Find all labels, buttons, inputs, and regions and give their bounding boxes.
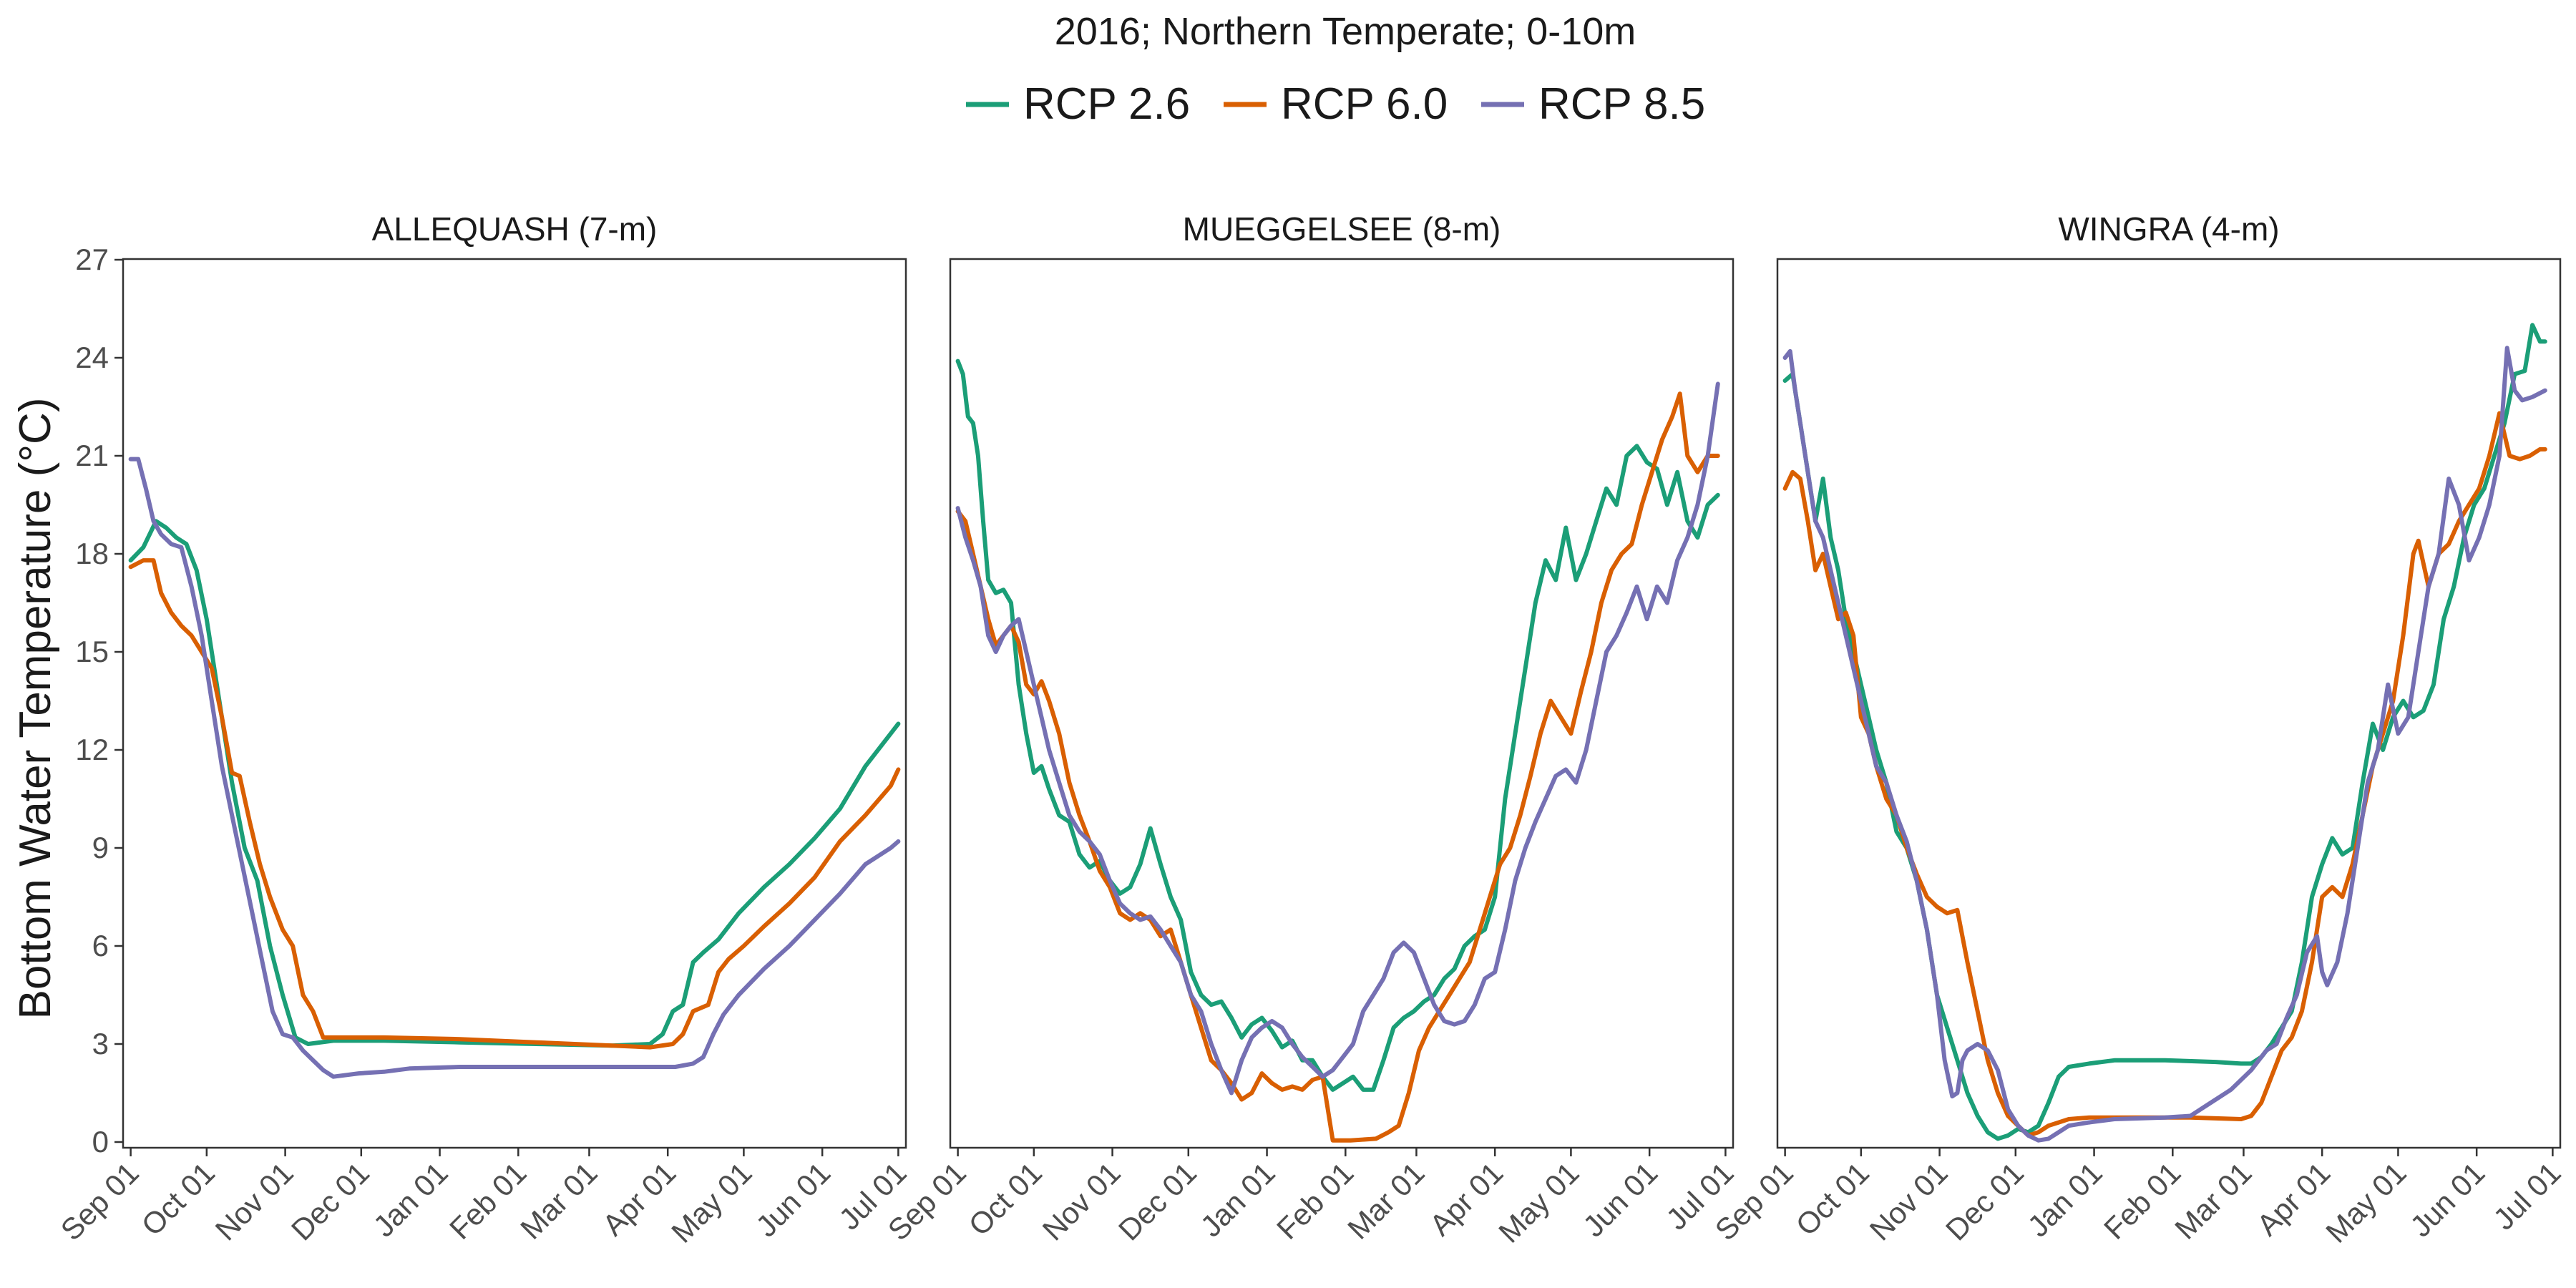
y-tick-label: 27 [75,243,109,276]
panel-frame [1776,258,2562,1149]
y-tick-label: 21 [75,439,109,472]
panel-title: ALLEQUASH (7-m) [372,210,658,248]
x-tick-label: Feb 01 [1270,1156,1360,1246]
panel: ALLEQUASH (7-m) 0 3 6 9 12 15 18 21 24 27 Sep 01Oct… [54,210,913,1249]
panel-frame [949,258,1735,1149]
legend-item: RCP 8.5 [1481,79,1705,129]
x-tick-label: Jul 01 [2487,1156,2567,1236]
y-tick-label: 6 [92,929,109,962]
legend-label: RCP 6.0 [1281,79,1448,129]
x-tick-label: Jan 01 [2021,1156,2109,1243]
x-tick-label: Oct 01 [135,1156,221,1242]
x-tick-label: Oct 01 [962,1156,1048,1242]
chart-title: 2016; Northern Temperate; 0-10m [1055,10,1636,53]
x-tick-label: Nov 01 [1863,1156,1954,1246]
x-tick-label: May 01 [1492,1156,1586,1249]
y-tick-label: 9 [92,831,109,864]
x-tick-label: Jun 01 [749,1156,836,1243]
x-tick-label: Dec 01 [1112,1156,1203,1246]
x-tick-label: May 01 [2319,1156,2413,1249]
y-tick-label: 0 [92,1125,109,1158]
x-tick-label: Dec 01 [285,1156,376,1246]
panel-frame [122,258,907,1149]
series-line [128,558,901,1050]
series-line [955,381,1720,1096]
legend-label: RCP 8.5 [1538,79,1705,129]
x-tick-label: Mar 01 [2168,1156,2258,1246]
legend-item: RCP 6.0 [1224,79,1448,129]
legend: RCP 2.6 RCP 6.0 RCP 8.5 [966,79,1705,129]
panel-title: WINGRA (4-m) [2058,210,2279,248]
panel-title: MUEGGELSEE (8-m) [1183,210,1501,248]
series-line [1782,323,2547,1141]
legend-item: RCP 2.6 [966,79,1190,129]
x-tick-label: Feb 01 [443,1156,533,1246]
x-tick-label: Nov 01 [209,1156,300,1246]
legend-label: RCP 2.6 [1023,79,1190,129]
y-tick-label: 18 [75,537,109,570]
y-axis-label: Bottom Water Temperature (°C) [11,398,60,1020]
y-tick-label: 3 [92,1027,109,1060]
x-tick-label: Jun 01 [2404,1156,2491,1243]
series-line [1782,346,2547,1143]
x-tick-label: Feb 01 [2097,1156,2187,1246]
x-tick-label: May 01 [665,1156,758,1249]
series-line [1782,411,2547,1138]
x-tick-label: Sep 01 [54,1156,145,1246]
series-line [955,358,1720,1092]
x-tick-label: Jan 01 [1194,1156,1282,1243]
y-tick-label: 12 [75,733,109,766]
y-tick-label: 24 [75,341,109,374]
x-tick-label: Jan 01 [367,1156,454,1243]
y-tick-label: 15 [75,635,109,668]
x-tick-label: Nov 01 [1036,1156,1127,1246]
x-tick-label: Mar 01 [514,1156,604,1246]
x-tick-label: Oct 01 [1789,1156,1875,1242]
x-tick-label: Jun 01 [1576,1156,1664,1243]
series-line [128,519,901,1048]
x-tick-label: Dec 01 [1939,1156,2030,1246]
x-tick-label: Mar 01 [1341,1156,1431,1246]
series-line [955,391,1720,1143]
series-line [128,457,901,1079]
